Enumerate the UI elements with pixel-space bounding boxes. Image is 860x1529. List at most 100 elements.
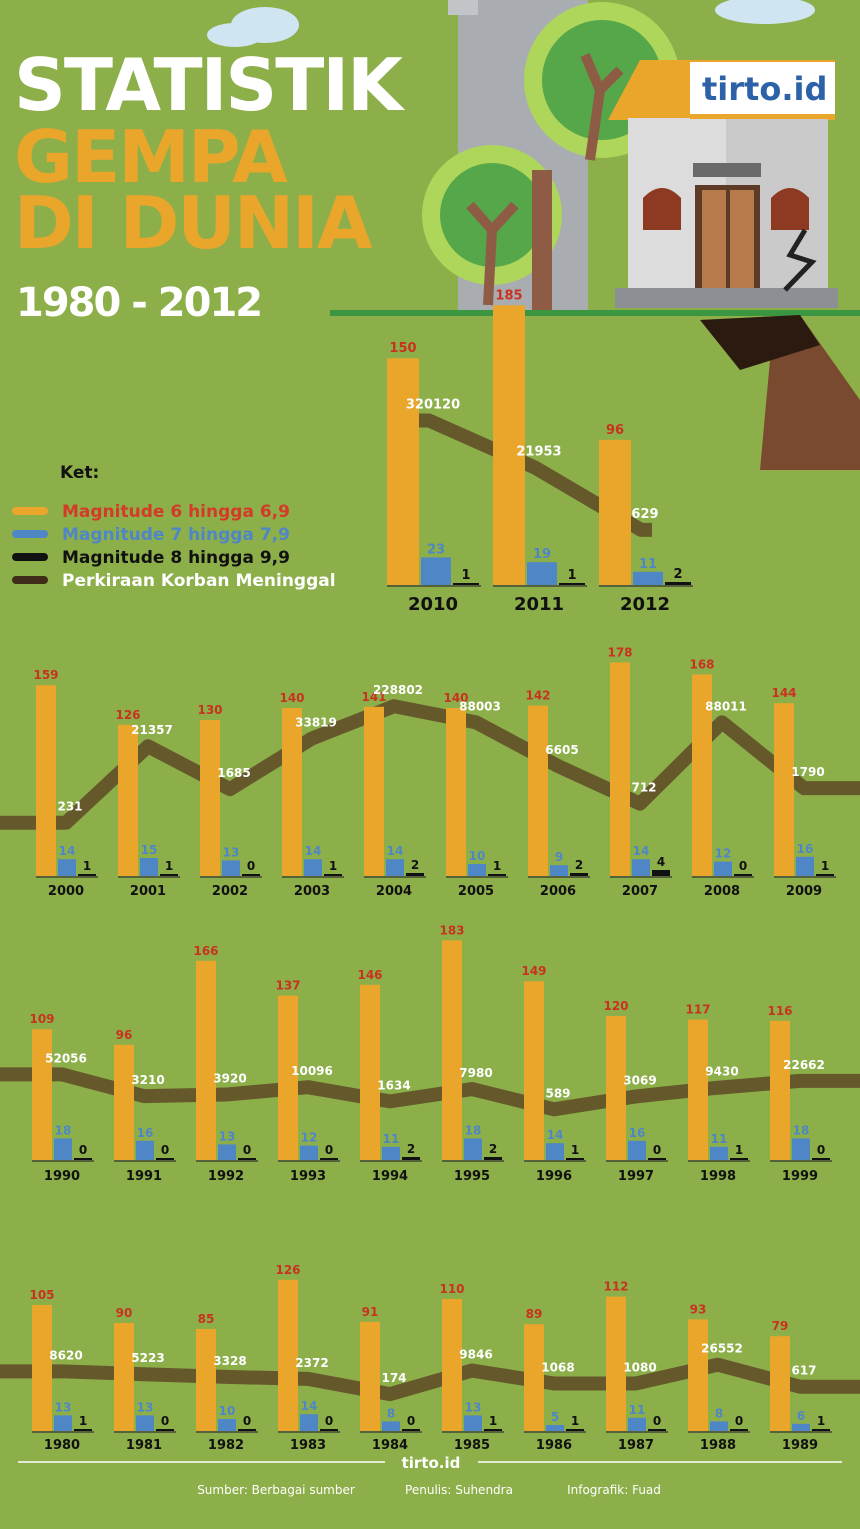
bar-m6-1980 xyxy=(32,1305,52,1431)
label-deaths-2011: 21953 xyxy=(516,445,561,460)
label-m7-2000: 14 xyxy=(59,844,76,858)
bar-m8-2004 xyxy=(406,873,424,876)
label-m8-2004: 2 xyxy=(411,858,419,872)
category-label-1999: 1999 xyxy=(782,1169,818,1184)
label-m7-1980: 13 xyxy=(55,1400,72,1414)
label-deaths-2010: 320120 xyxy=(406,398,460,413)
label-deaths-2001: 21357 xyxy=(131,723,173,737)
bar-m6-1992 xyxy=(196,960,216,1160)
logo-box xyxy=(690,62,835,114)
label-m8-1987: 0 xyxy=(653,1414,661,1428)
footer-writer: Penulis: Suhendra xyxy=(405,1483,513,1497)
label-deaths-2002: 1685 xyxy=(217,766,250,780)
category-label-2001: 2001 xyxy=(130,884,166,899)
bar-m7-1996 xyxy=(546,1143,564,1160)
label-m7-1993: 12 xyxy=(301,1131,318,1145)
bar-m8-1987 xyxy=(648,1429,666,1431)
footer-brand: tirto.id xyxy=(402,1454,461,1472)
label-m6-1999: 116 xyxy=(767,1004,792,1018)
title-line-2: GEMPA xyxy=(14,115,288,199)
brand-logo[interactable]: tirto.id xyxy=(702,70,827,108)
bar-m6-2003 xyxy=(282,708,302,876)
label-deaths-2008: 88011 xyxy=(705,699,747,713)
bar-m7-1985 xyxy=(464,1415,482,1431)
label-m7-2001: 15 xyxy=(141,843,158,857)
ground-crack xyxy=(700,315,860,470)
legend-label: Magnitude 7 hingga 7,9 xyxy=(62,525,290,545)
label-m8-1984: 0 xyxy=(407,1414,415,1428)
label-deaths-1994: 1634 xyxy=(377,1078,410,1092)
label-m6-1984: 91 xyxy=(362,1305,379,1319)
label-m6-2005: 140 xyxy=(443,691,468,705)
label-m6-1982: 85 xyxy=(198,1312,215,1326)
label-m8-2001: 1 xyxy=(165,859,173,873)
bar-m8-2012 xyxy=(665,582,691,585)
bar-m7-1993 xyxy=(300,1145,318,1160)
bar-m6-2008 xyxy=(692,674,712,876)
label-m6-1991: 96 xyxy=(116,1028,133,1042)
legend-heading: Ket: xyxy=(60,463,99,483)
chart-group-1990-1999: 1091805205619909616032101991166130392019… xyxy=(0,923,860,1184)
category-label-2009: 2009 xyxy=(786,884,822,899)
bar-m6-1983 xyxy=(278,1279,298,1431)
label-m7-1994: 11 xyxy=(383,1132,400,1146)
category-label-1984: 1984 xyxy=(372,1438,408,1453)
label-m6-1988: 93 xyxy=(690,1302,707,1316)
bar-m7-1980 xyxy=(54,1415,72,1431)
bar-m7-1997 xyxy=(628,1140,646,1160)
label-deaths-2006: 6605 xyxy=(545,743,578,757)
label-m8-2003: 1 xyxy=(329,859,337,873)
label-deaths-1983: 2372 xyxy=(295,1356,328,1370)
label-deaths-2009: 1790 xyxy=(791,765,824,779)
bar-m8-1993 xyxy=(320,1158,338,1160)
bar-m7-1990 xyxy=(54,1138,72,1160)
bar-m6-1995 xyxy=(442,940,462,1160)
bar-m7-1995 xyxy=(464,1138,482,1160)
label-m6-2001: 126 xyxy=(115,708,140,722)
bar-m6-1996 xyxy=(524,981,544,1160)
bar-m6-1987 xyxy=(606,1296,626,1431)
bar-m7-2005 xyxy=(468,864,486,876)
bar-m7-2011 xyxy=(527,562,557,585)
label-m7-2005: 10 xyxy=(469,849,486,863)
category-label-1985: 1985 xyxy=(454,1438,490,1453)
label-deaths-1986: 1068 xyxy=(541,1361,574,1375)
category-label-2007: 2007 xyxy=(622,884,658,899)
label-m6-2009: 144 xyxy=(771,686,796,700)
label-m7-1981: 13 xyxy=(137,1400,154,1414)
label-m8-1981: 0 xyxy=(161,1414,169,1428)
label-m8-2009: 1 xyxy=(821,859,829,873)
label-m8-2008: 0 xyxy=(739,859,747,873)
bar-m7-2000 xyxy=(58,859,76,876)
bar-m6-2002 xyxy=(200,720,220,876)
title-line-3: DI DUNIA xyxy=(14,181,373,265)
label-m8-1991: 0 xyxy=(161,1143,169,1157)
label-m8-1986: 1 xyxy=(571,1414,579,1428)
bar-m8-1986 xyxy=(566,1429,584,1431)
chart-group-2010-2012: 150 23 1 320120 2010 185 19 1 21953 2011 96 11 2 629 2… xyxy=(387,288,693,615)
label-deaths-1990: 52056 xyxy=(45,1051,87,1065)
bar-m6-1997 xyxy=(606,1016,626,1160)
category-label-1981: 1981 xyxy=(126,1438,162,1453)
bar-m7-2001 xyxy=(140,858,158,876)
label-m8-1990: 0 xyxy=(79,1143,87,1157)
label-m6-1981: 90 xyxy=(116,1306,133,1320)
bar-m7-1983 xyxy=(300,1414,318,1431)
bar-m7-1989 xyxy=(792,1423,810,1431)
bar-m7-1992 xyxy=(218,1144,236,1160)
label-m7-1997: 16 xyxy=(629,1126,646,1140)
label-m7-1983: 14 xyxy=(301,1399,318,1413)
label-m7-1986: 5 xyxy=(551,1410,559,1424)
label-m8-1996: 1 xyxy=(571,1143,579,1157)
label-m8-1999: 0 xyxy=(817,1143,825,1157)
bar-m7-1984 xyxy=(382,1421,400,1431)
category-label-2004: 2004 xyxy=(376,884,412,899)
label-deaths-1993: 10096 xyxy=(291,1064,333,1078)
bar-m7-1991 xyxy=(136,1140,154,1160)
bar-m6-2011 xyxy=(493,305,525,585)
bar-m7-1987 xyxy=(628,1417,646,1431)
label-m7-2002: 13 xyxy=(223,845,240,859)
bar-m6-1999 xyxy=(770,1020,790,1160)
bar-m8-1992 xyxy=(238,1158,256,1160)
label-m8-2002: 0 xyxy=(247,859,255,873)
